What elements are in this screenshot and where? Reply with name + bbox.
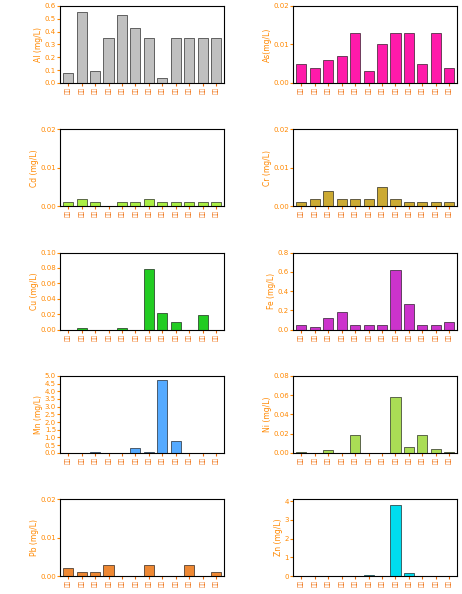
Bar bbox=[444, 322, 454, 330]
Bar bbox=[296, 325, 306, 330]
Bar bbox=[157, 312, 167, 330]
Bar bbox=[350, 198, 360, 206]
Bar bbox=[90, 71, 100, 83]
Bar bbox=[310, 198, 320, 206]
Y-axis label: As(mg/L): As(mg/L) bbox=[263, 27, 272, 62]
Bar bbox=[431, 33, 441, 83]
Bar bbox=[184, 38, 195, 83]
Bar bbox=[337, 198, 346, 206]
Bar bbox=[144, 270, 154, 330]
Bar bbox=[323, 318, 333, 330]
Bar bbox=[337, 56, 346, 83]
Bar bbox=[144, 565, 154, 576]
Bar bbox=[431, 325, 441, 330]
Bar bbox=[77, 198, 87, 206]
Bar bbox=[211, 203, 221, 206]
Bar bbox=[417, 325, 427, 330]
Y-axis label: Al (mg/L): Al (mg/L) bbox=[34, 27, 43, 62]
Bar bbox=[296, 452, 306, 453]
Bar bbox=[310, 68, 320, 83]
Bar bbox=[390, 33, 401, 83]
Bar bbox=[390, 270, 401, 330]
Bar bbox=[364, 325, 374, 330]
Bar bbox=[130, 203, 140, 206]
Bar bbox=[144, 452, 154, 453]
Bar bbox=[198, 203, 208, 206]
Bar bbox=[417, 64, 427, 83]
Bar bbox=[171, 203, 181, 206]
Bar bbox=[323, 60, 333, 83]
Bar bbox=[337, 312, 346, 330]
Y-axis label: Ni (mg/L): Ni (mg/L) bbox=[263, 397, 272, 432]
Bar bbox=[404, 33, 414, 83]
Bar bbox=[364, 198, 374, 206]
Bar bbox=[63, 72, 73, 83]
Bar bbox=[404, 304, 414, 330]
Bar bbox=[184, 203, 195, 206]
Bar bbox=[377, 45, 387, 83]
Bar bbox=[310, 327, 320, 330]
Y-axis label: Fe (mg/L): Fe (mg/L) bbox=[267, 273, 276, 309]
Bar bbox=[377, 187, 387, 206]
Bar bbox=[444, 68, 454, 83]
Bar bbox=[444, 452, 454, 453]
Bar bbox=[350, 325, 360, 330]
Bar bbox=[117, 328, 127, 330]
Bar bbox=[171, 441, 181, 453]
Bar bbox=[184, 565, 195, 576]
Bar bbox=[63, 568, 73, 576]
Y-axis label: Cr (mg/L): Cr (mg/L) bbox=[263, 150, 272, 186]
Bar bbox=[390, 198, 401, 206]
Bar bbox=[171, 322, 181, 330]
Bar bbox=[171, 38, 181, 83]
Bar bbox=[90, 573, 100, 576]
Bar bbox=[90, 451, 100, 453]
Bar bbox=[77, 12, 87, 83]
Y-axis label: Zn (mg/L): Zn (mg/L) bbox=[274, 519, 283, 557]
Y-axis label: Cd (mg/L): Cd (mg/L) bbox=[30, 149, 39, 187]
Bar bbox=[431, 449, 441, 453]
Bar bbox=[350, 33, 360, 83]
Bar bbox=[157, 78, 167, 83]
Bar bbox=[211, 573, 221, 576]
Bar bbox=[377, 325, 387, 330]
Bar bbox=[431, 203, 441, 206]
Bar bbox=[77, 328, 87, 330]
Bar bbox=[390, 505, 401, 576]
Y-axis label: Mn (mg/L): Mn (mg/L) bbox=[34, 395, 43, 434]
Bar bbox=[130, 448, 140, 453]
Bar bbox=[404, 203, 414, 206]
Bar bbox=[144, 198, 154, 206]
Bar bbox=[417, 435, 427, 453]
Bar bbox=[157, 203, 167, 206]
Bar bbox=[117, 203, 127, 206]
Bar bbox=[404, 573, 414, 576]
Y-axis label: Pb (mg/L): Pb (mg/L) bbox=[30, 519, 39, 556]
Bar bbox=[77, 573, 87, 576]
Bar bbox=[444, 203, 454, 206]
Bar bbox=[117, 15, 127, 83]
Bar bbox=[90, 203, 100, 206]
Bar bbox=[198, 315, 208, 330]
Bar bbox=[157, 380, 167, 453]
Bar bbox=[63, 203, 73, 206]
Bar bbox=[103, 38, 114, 83]
Bar bbox=[417, 203, 427, 206]
Bar bbox=[364, 71, 374, 83]
Bar bbox=[390, 397, 401, 453]
Bar bbox=[404, 447, 414, 453]
Bar bbox=[198, 38, 208, 83]
Bar bbox=[323, 191, 333, 206]
Bar bbox=[144, 38, 154, 83]
Bar bbox=[296, 64, 306, 83]
Bar bbox=[350, 435, 360, 453]
Bar bbox=[211, 38, 221, 83]
Bar bbox=[130, 28, 140, 83]
Y-axis label: Cu (mg/L): Cu (mg/L) bbox=[30, 272, 39, 310]
Bar bbox=[323, 450, 333, 453]
Bar bbox=[103, 565, 114, 576]
Bar bbox=[296, 203, 306, 206]
